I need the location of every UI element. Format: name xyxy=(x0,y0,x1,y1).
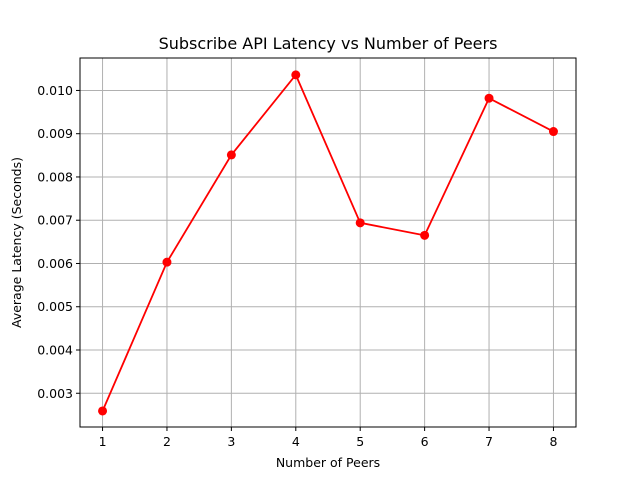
x-tick-label: 7 xyxy=(485,434,493,449)
data-point xyxy=(484,93,494,103)
x-tick-label: 8 xyxy=(549,434,557,449)
y-axis-label: Average Latency (Seconds) xyxy=(9,157,24,328)
series-layer xyxy=(98,70,558,416)
data-point xyxy=(226,150,236,160)
y-tick-label: 0.008 xyxy=(37,169,73,184)
y-tick-label: 0.005 xyxy=(37,299,73,314)
y-tick-label: 0.004 xyxy=(37,342,73,357)
grid xyxy=(80,58,576,427)
data-point xyxy=(162,257,172,267)
x-tick-label: 6 xyxy=(421,434,429,449)
y-axis-ticks: 0.003 0.004 0.005 0.006 0.007 0.008 0.009 0.010 xyxy=(37,83,80,401)
data-point xyxy=(98,406,108,416)
x-tick-label: 2 xyxy=(163,434,171,449)
y-tick-label: 0.006 xyxy=(37,256,73,271)
x-axis-ticks: 1 2 3 4 5 6 7 8 xyxy=(99,427,557,449)
y-tick-label: 0.009 xyxy=(37,126,73,141)
data-point xyxy=(355,218,365,228)
series-line xyxy=(101,73,554,412)
plot-frame xyxy=(79,57,577,428)
y-tick-label: 0.010 xyxy=(37,83,73,98)
x-axis-label: Number of Peers xyxy=(276,455,380,470)
y-tick-label: 0.007 xyxy=(37,213,73,228)
y-tick-label: 0.003 xyxy=(37,386,73,401)
x-tick-label: 5 xyxy=(356,434,364,449)
chart-title: Subscribe API Latency vs Number of Peers xyxy=(159,34,498,53)
x-tick-label: 1 xyxy=(99,434,107,449)
data-point xyxy=(420,230,430,240)
x-tick-label: 3 xyxy=(227,434,235,449)
x-tick-label: 4 xyxy=(292,434,300,449)
data-point xyxy=(291,70,301,80)
data-point xyxy=(548,127,558,137)
